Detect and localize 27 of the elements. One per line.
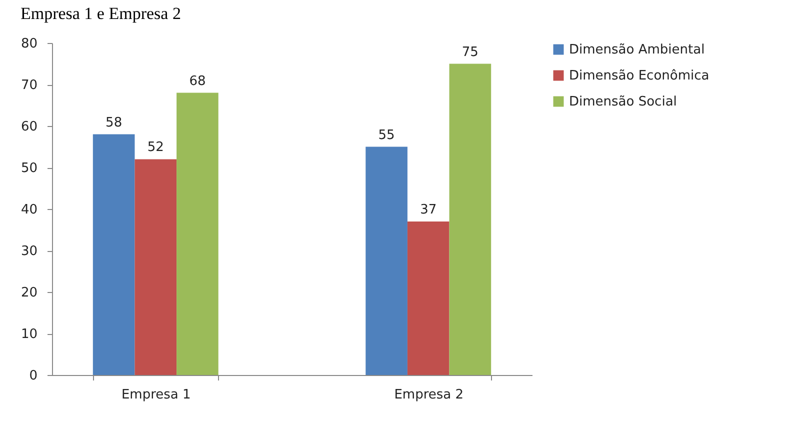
bar bbox=[366, 146, 408, 375]
y-tick-label: 0 bbox=[29, 368, 38, 384]
bar bbox=[176, 92, 218, 375]
bar bbox=[92, 134, 135, 375]
y-tick-label: 80 bbox=[20, 36, 38, 52]
legend-label: Dimensão Social bbox=[569, 94, 677, 110]
legend-label: Dimensão Econômica bbox=[569, 68, 710, 84]
y-tick-label: 20 bbox=[20, 286, 38, 300]
data-label: 58 bbox=[106, 115, 122, 130]
data-label: 52 bbox=[147, 140, 164, 156]
data-label: 37 bbox=[420, 202, 437, 218]
y-tick-label: 60 bbox=[20, 120, 38, 134]
data-label: 75 bbox=[462, 44, 478, 60]
y-tick-label: 10 bbox=[20, 327, 38, 342]
bar bbox=[449, 64, 492, 375]
x-tick-label: Empresa 1 bbox=[121, 388, 191, 402]
data-label: 55 bbox=[378, 128, 395, 143]
y-tick-label: 40 bbox=[20, 202, 38, 218]
bar bbox=[134, 159, 177, 375]
y-tick-label: 30 bbox=[20, 244, 38, 259]
y-tick-label: 70 bbox=[20, 78, 38, 93]
x-tick-label: Empresa 2 bbox=[394, 388, 464, 402]
bar bbox=[407, 221, 450, 375]
data-label: 68 bbox=[189, 74, 206, 89]
chart-title: Empresa 1 e Empresa 2 bbox=[20, 4, 181, 23]
legend-label: Dimensão Ambiental bbox=[569, 42, 705, 58]
y-tick-label: 50 bbox=[20, 161, 38, 176]
